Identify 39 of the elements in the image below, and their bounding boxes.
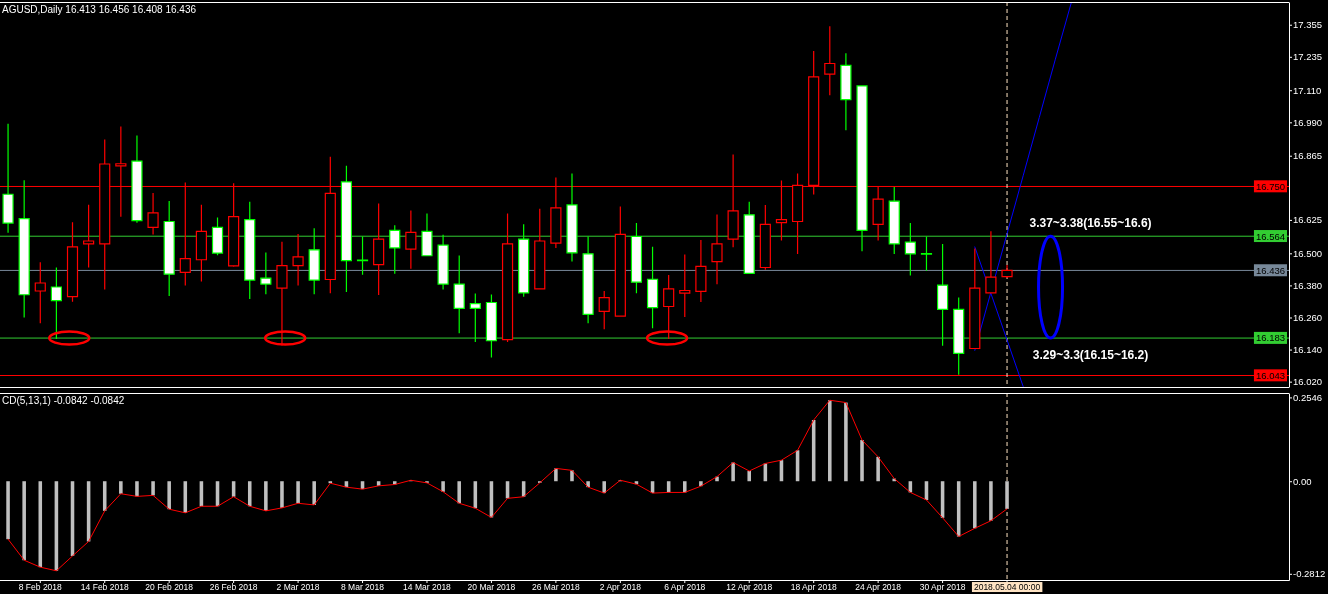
x-tick-label: 26 Mar 2018: [532, 582, 581, 593]
x-tick-label: 2 Apr 2018: [599, 582, 642, 593]
ref-line-label: 16.043: [1255, 369, 1285, 381]
y-tick-label: 0.2546: [1293, 391, 1323, 403]
x-tick-label: 8 Mar 2018: [341, 582, 385, 593]
y-tick-label: 16.140: [1293, 344, 1323, 356]
ref-line-label: 16.183: [1255, 332, 1285, 344]
x-tick-label: 14 Feb 2018: [80, 582, 129, 593]
x-tick-label: 2018.05.04 00:00: [973, 582, 1041, 593]
y-tick-label: 0.00: [1293, 475, 1312, 487]
y-tick-label: 16.380: [1293, 279, 1323, 291]
y-tick-label: 16.500: [1293, 247, 1323, 259]
x-tick-label: 8 Feb 2018: [18, 582, 63, 593]
x-tick-label: 2 Mar 2018: [276, 582, 320, 593]
x-tick-label: 20 Mar 2018: [467, 582, 516, 593]
y-tick-label: 17.355: [1293, 19, 1323, 31]
y-tick-label: 16.990: [1293, 116, 1323, 128]
x-tick-label: 30 Apr 2018: [919, 582, 966, 593]
y-tick-label: 16.865: [1293, 150, 1323, 162]
ref-line-label: 16.436: [1255, 264, 1285, 276]
annotation: 3.29~3.3(16.15~16.2): [1032, 348, 1149, 363]
x-tick-label: 12 Apr 2018: [726, 582, 773, 593]
x-tick-label: 18 Apr 2018: [790, 582, 837, 593]
x-tick-label: 24 Apr 2018: [855, 582, 902, 593]
x-tick-label: 14 Mar 2018: [403, 582, 452, 593]
y-tick-label: 16.625: [1293, 214, 1323, 226]
y-tick-label: 16.020: [1293, 376, 1323, 388]
x-tick-label: 26 Feb 2018: [209, 582, 258, 593]
annotation: 3.37~3.38(16.55~16.6): [1029, 216, 1152, 231]
y-tick-label: 17.235: [1293, 51, 1323, 63]
x-tick-label: 20 Feb 2018: [145, 582, 194, 593]
x-tick-label: 6 Apr 2018: [664, 582, 706, 593]
chart-title: CD(5,13,1) -0.0842 -0.0842: [2, 395, 125, 406]
ref-line-label: 16.564: [1255, 230, 1285, 242]
chart-title: AGUSD,Daily 16.413 16.456 16.408 16.436: [2, 4, 197, 15]
y-tick-label: 16.260: [1293, 312, 1323, 324]
y-tick-label: -0.2812: [1293, 568, 1326, 580]
y-tick-label: 17.110: [1293, 84, 1322, 96]
ref-line-label: 16.750: [1255, 180, 1285, 192]
